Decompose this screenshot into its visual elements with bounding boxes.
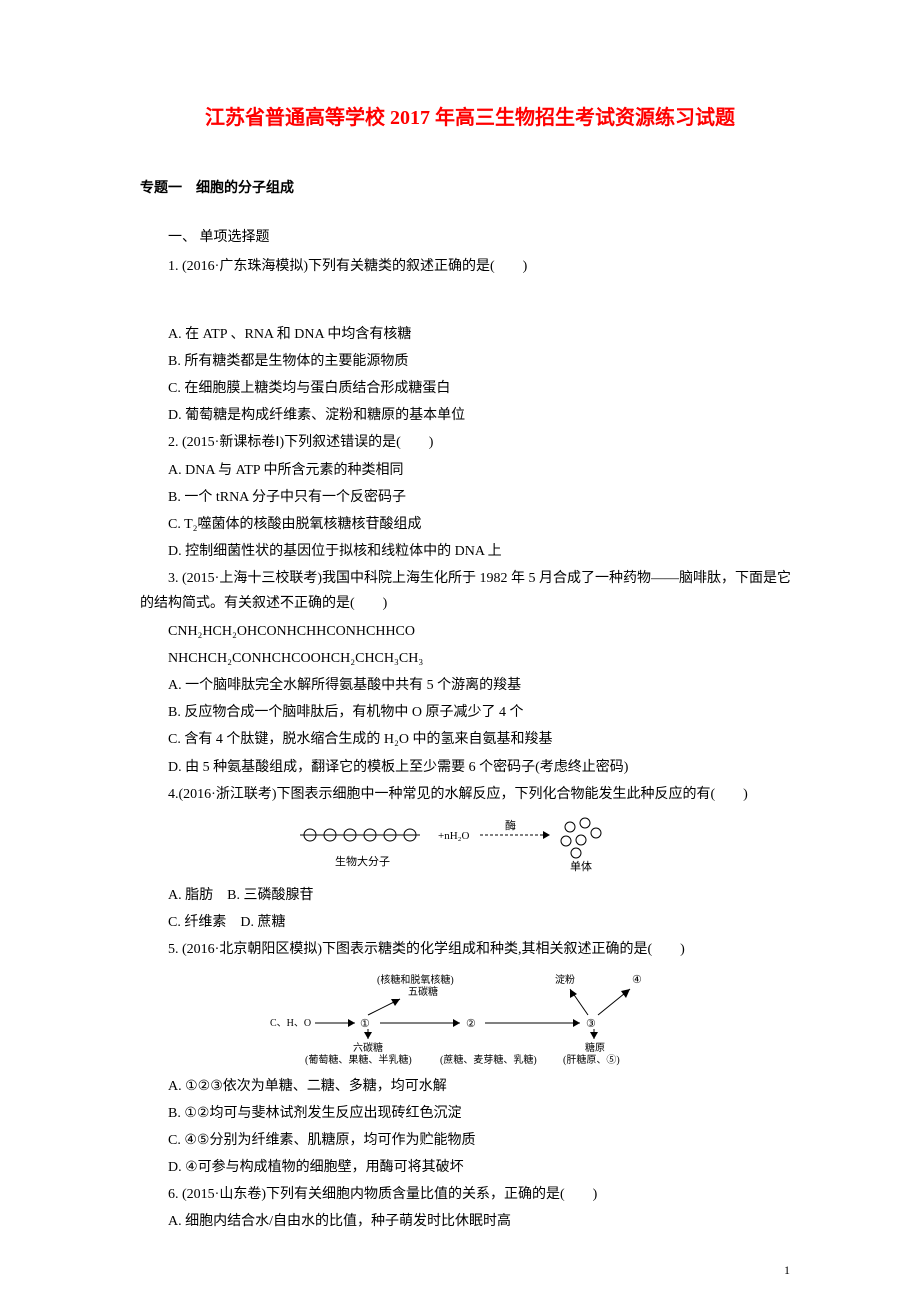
glycogen-label: 糖原: [585, 1041, 605, 1054]
starch-label: 淀粉: [555, 973, 575, 986]
question-3-option-b: B. 反应物合成一个脑啡肽后，有机物中 O 原子减少了 4 个: [140, 700, 800, 725]
question-4-option-ab: A. 脂肪 B. 三磷酸腺苷: [140, 883, 800, 908]
question-2-stem: 2. (2015·新课标卷Ⅰ)下列叙述错误的是( ): [140, 430, 800, 455]
question-1-stem: 1. (2016·广东珠海模拟)下列有关糖类的叙述正确的是( ): [140, 254, 800, 279]
hexose-label: 六碳糖: [353, 1041, 383, 1054]
question-5-diagram: (核糖和脱氧核糖) 五碳糖 C、H、O ① 六碳糖 (葡萄糖、果糖、半乳糖) ②…: [140, 971, 800, 1066]
question-1-option-a: A. 在 ATP 、RNA 和 DNA 中均含有核糖: [140, 322, 800, 347]
page-number: 1: [784, 1260, 790, 1282]
question-2-option-c: C. T₂噬菌体的核酸由脱氧核糖核苷酸组成: [140, 512, 800, 537]
question-2-option-a: A. DNA 与 ATP 中所含元素的种类相同: [140, 458, 800, 483]
question-3-option-a: A. 一个脑啡肽完全水解所得氨基酸中共有 5 个游离的羧基: [140, 673, 800, 698]
question-1-option-b: B. 所有糖类都是生物体的主要能源物质: [140, 349, 800, 374]
spacer: [140, 282, 800, 322]
question-3-formula-1: CNH₂HCH₂OHCONHCHHCONHCHHCO: [140, 619, 800, 644]
question-4-diagram: +nH₂O 酶 生物大分子 单体: [140, 815, 800, 875]
question-3-stem-text: 3. (2015·上海十三校联考)我国中科院上海生化所于 1982 年 5 月合…: [140, 571, 791, 611]
node-3: ③: [586, 1018, 596, 1030]
question-5-option-a: A. ①②③依次为单糖、二糖、多糖，均可水解: [140, 1074, 800, 1099]
question-6-stem: 6. (2015·山东卷)下列有关细胞内物质含量比值的关系，正确的是( ): [140, 1182, 800, 1207]
glycogen-examples: (肝糖原、⑤): [563, 1053, 620, 1066]
question-5-option-b: B. ①②均可与斐林试剂发生反应出现砖红色沉淀: [140, 1101, 800, 1126]
question-2-option-b: B. 一个 tRNA 分子中只有一个反密码子: [140, 485, 800, 510]
enzyme-label: 酶: [505, 819, 516, 832]
reaction-text: +nH₂O: [438, 830, 469, 842]
node-2: ②: [466, 1018, 476, 1030]
topic-subtitle: 专题一 细胞的分子组成: [140, 176, 800, 201]
reaction-diagram: +nH₂O 酶 生物大分子 单体: [270, 815, 670, 875]
question-4-stem: 4.(2016·浙江联考)下图表示细胞中一种常见的水解反应，下列化合物能发生此种…: [140, 782, 800, 807]
question-3-formula-2: NHCHCH₂CONHCHCOOHCH₂CHCH₃CH₃: [140, 646, 800, 671]
question-3-option-d: D. 由 5 种氨基酸组成，翻译它的模板上至少需要 6 个密码子(考虑终止密码): [140, 755, 800, 780]
section-label: 一、 单项选择题: [140, 225, 800, 250]
document-title: 江苏省普通高等学校 2017 年高三生物招生考试资源练习试题: [140, 100, 800, 136]
monomer-label: 单体: [570, 859, 592, 873]
hexose-examples: (葡萄糖、果糖、半乳糖): [305, 1053, 412, 1066]
sugar-flowchart: (核糖和脱氧核糖) 五碳糖 C、H、O ① 六碳糖 (葡萄糖、果糖、半乳糖) ②…: [260, 971, 680, 1066]
question-4-option-cd: C. 纤维素 D. 蔗糖: [140, 910, 800, 935]
question-3-option-c: C. 含有 4 个肽键，脱水缩合生成的 H₂O 中的氢来自氨基和羧基: [140, 727, 800, 752]
question-5-option-c: C. ④⑤分别为纤维素、肌糖原，均可作为贮能物质: [140, 1128, 800, 1153]
polymer-label: 生物大分子: [335, 854, 390, 868]
question-6-option-a: A. 细胞内结合水/自由水的比值，种子萌发时比休眠时高: [140, 1209, 800, 1234]
disaccharide-examples: (蔗糖、麦芽糖、乳糖): [440, 1053, 537, 1066]
question-1-option-d: D. 葡萄糖是构成纤维素、淀粉和糖原的基本单位: [140, 403, 800, 428]
question-4-stem-text: 4.(2016·浙江联考)下图表示细胞中一种常见的水解反应，下列化合物能发生此种…: [168, 787, 748, 802]
question-5-stem: 5. (2016·北京朝阳区模拟)下图表示糖类的化学组成和种类,其相关叙述正确的…: [140, 937, 800, 962]
question-2-option-d: D. 控制细菌性状的基因位于拟核和线粒体中的 DNA 上: [140, 539, 800, 564]
cho-label: C、H、O: [270, 1018, 311, 1029]
question-3-stem: 3. (2015·上海十三校联考)我国中科院上海生化所于 1982 年 5 月合…: [140, 566, 800, 616]
question-1-option-c: C. 在细胞膜上糖类均与蛋白质结合形成糖蛋白: [140, 376, 800, 401]
pentose-label: (核糖和脱氧核糖): [377, 973, 454, 986]
pentose-label2: 五碳糖: [408, 985, 438, 998]
question-5-option-d: D. ④可参与构成植物的细胞壁，用酶可将其破坏: [140, 1155, 800, 1180]
node-1: ①: [360, 1018, 370, 1030]
node-4: ④: [632, 974, 642, 986]
